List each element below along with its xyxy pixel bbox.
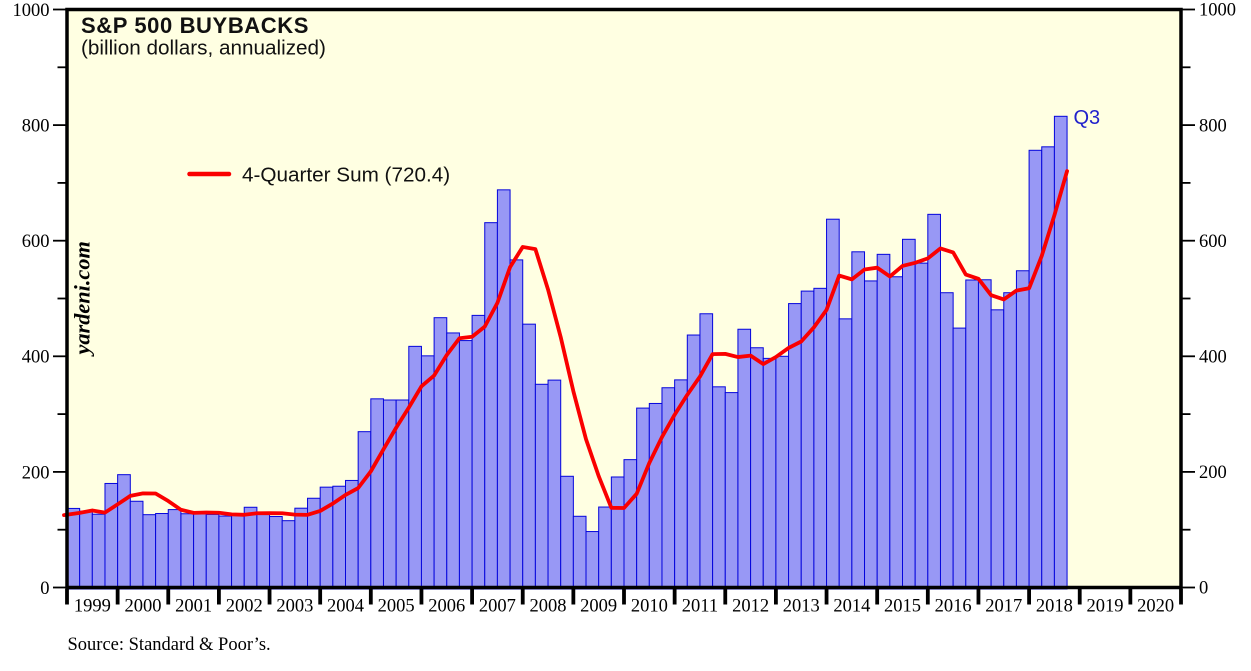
svg-text:1000: 1000 [1199, 1, 1236, 21]
svg-text:4-Quarter Sum (720.4): 4-Quarter Sum (720.4) [242, 163, 450, 186]
svg-text:2003: 2003 [276, 597, 313, 617]
svg-text:2011: 2011 [682, 597, 718, 617]
svg-text:Q3: Q3 [1074, 107, 1101, 129]
svg-text:200: 200 [22, 463, 50, 483]
svg-text:2001: 2001 [175, 597, 212, 617]
svg-text:1000: 1000 [13, 1, 50, 21]
svg-text:200: 200 [1199, 463, 1227, 483]
svg-text:1999: 1999 [74, 597, 111, 617]
svg-text:2019: 2019 [1087, 597, 1124, 617]
svg-text:800: 800 [22, 117, 50, 137]
svg-text:0: 0 [1199, 579, 1208, 599]
svg-text:2008: 2008 [530, 597, 567, 617]
svg-text:2017: 2017 [985, 597, 1022, 617]
svg-text:600: 600 [22, 232, 50, 252]
svg-text:2010: 2010 [631, 597, 668, 617]
svg-text:2013: 2013 [783, 597, 820, 617]
svg-text:2015: 2015 [884, 597, 921, 617]
svg-text:2016: 2016 [935, 597, 972, 617]
svg-text:2020: 2020 [1137, 597, 1174, 617]
svg-text:400: 400 [1199, 348, 1227, 368]
svg-text:2009: 2009 [580, 597, 617, 617]
svg-text:2004: 2004 [327, 597, 364, 617]
svg-text:2006: 2006 [428, 597, 465, 617]
svg-text:800: 800 [1199, 116, 1227, 136]
svg-text:0: 0 [40, 579, 49, 599]
svg-text:2018: 2018 [1036, 597, 1073, 617]
svg-text:400: 400 [22, 348, 50, 368]
svg-text:yardeni.com: yardeni.com [70, 241, 95, 357]
svg-text:2000: 2000 [124, 597, 161, 617]
svg-text:S&P 500 BUYBACKS: S&P 500 BUYBACKS [81, 13, 309, 38]
svg-text:2002: 2002 [226, 597, 263, 617]
svg-text:2014: 2014 [833, 597, 870, 617]
svg-text:600: 600 [1199, 232, 1227, 252]
svg-text:(billion dollars, annualized): (billion dollars, annualized) [81, 36, 326, 59]
svg-text:2007: 2007 [479, 597, 516, 617]
svg-text:Source: Standard & Poor’s.: Source: Standard & Poor’s. [68, 635, 271, 655]
svg-text:2005: 2005 [378, 597, 415, 617]
svg-text:2012: 2012 [732, 597, 769, 617]
